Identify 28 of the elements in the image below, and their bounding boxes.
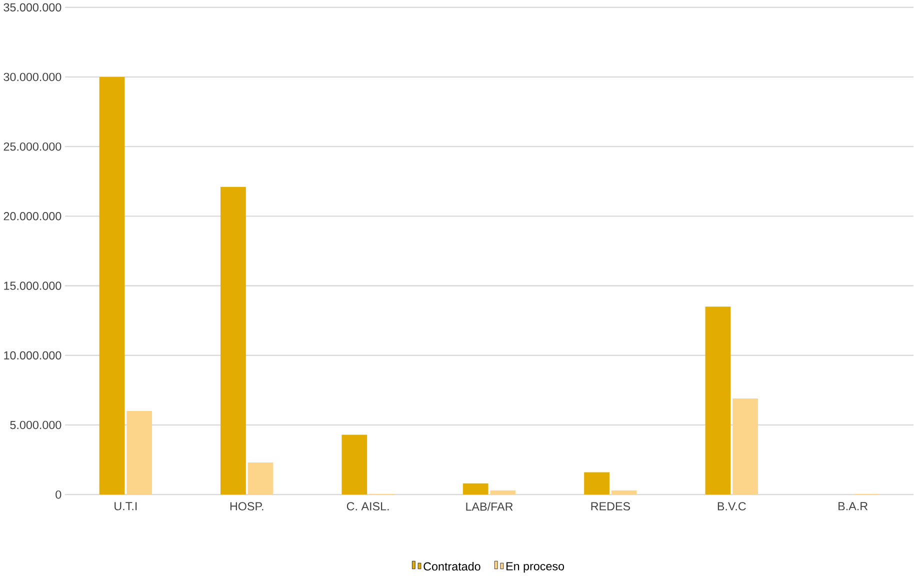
bar [732, 398, 758, 495]
y-tick-label: 20.000.000 [4, 212, 62, 220]
x-tick-label: B.A.R [838, 502, 868, 510]
y-tick-label: 35.000.000 [4, 3, 62, 12]
x-tick-label: HOSP. [230, 502, 264, 511]
legend-label: En proceso [506, 562, 564, 573]
bar [248, 462, 274, 495]
y-tick-label: 0 [56, 490, 62, 499]
y-tick-label: 15.000.000 [4, 282, 62, 290]
legend-label: Contratado [424, 562, 480, 571]
y-tick-label: 5.000.000 [10, 420, 62, 430]
x-tick-label: LAB/FAR [466, 502, 513, 511]
bar [611, 490, 637, 495]
bar [705, 306, 731, 495]
x-tick-label: C. AISL. [346, 502, 389, 511]
x-tick-label: U.T.I [114, 502, 137, 510]
bar [126, 411, 152, 495]
bar [584, 472, 610, 495]
y-tick-label: 25.000.000 [4, 142, 62, 151]
y-tick-label: 30.000.000 [4, 72, 62, 82]
x-tick-label: REDES [591, 502, 630, 511]
y-tick-label: 10.000.000 [4, 351, 62, 360]
x-tick-label: B.V.C [718, 502, 746, 511]
bar [342, 434, 368, 495]
bar [220, 187, 246, 495]
bar [462, 484, 488, 495]
bar [490, 490, 516, 495]
bar [99, 77, 125, 495]
